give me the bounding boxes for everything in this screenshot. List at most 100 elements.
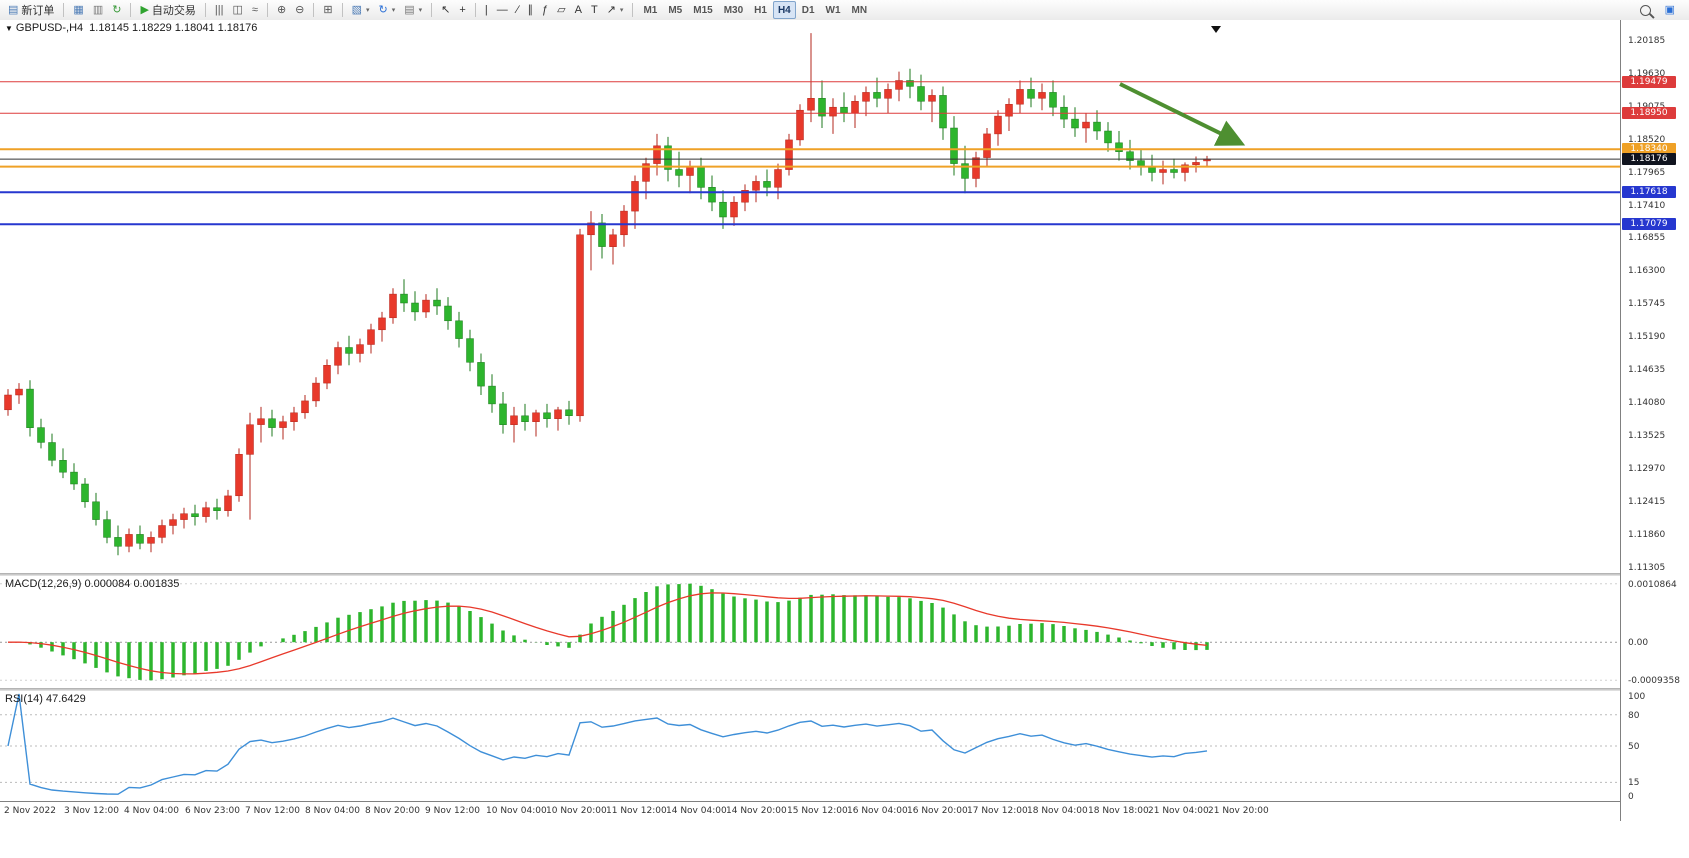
indicators-button[interactable]: ▤ ▾ [400, 1, 426, 20]
candlestick [1005, 104, 1013, 117]
market-watch-button[interactable]: ▦ [69, 1, 87, 20]
vertical-line-icon: | [484, 3, 488, 16]
toolbar-separator [63, 3, 65, 17]
candlestick [136, 534, 144, 544]
line-chart-button[interactable]: ≈ [248, 1, 262, 20]
candlestick [70, 471, 78, 485]
candlestick [400, 293, 408, 304]
candlestick [642, 163, 650, 182]
timeframe-button-d1[interactable]: D1 [801, 4, 815, 16]
candlestick [488, 385, 496, 405]
equidistant-channel-button[interactable]: ∥ [524, 1, 538, 20]
rsi-label: RSI(14) [5, 693, 43, 705]
chevron-down-icon: ▾ [418, 7, 423, 14]
new-chart-button[interactable]: ▧ ▾ [348, 1, 374, 20]
rsi-axis-label: 15 [1628, 778, 1640, 788]
candlestick [92, 501, 100, 520]
candlestick [961, 163, 969, 179]
timeframe-button-mn[interactable]: MN [851, 4, 868, 16]
price-axis-label: 1.12970 [1628, 464, 1666, 474]
vertical-line-button[interactable]: | [481, 1, 492, 20]
rsi-line [7, 693, 1208, 795]
main-chart-pane[interactable]: ▼ GBPUSD-,H4 1.18145 1.18229 1.18041 1.181… [0, 20, 1620, 573]
bar-chart-icon: ||| [214, 3, 224, 16]
macd-value-signal: 0.001835 [133, 578, 180, 590]
chart-menu-arrow-icon[interactable]: ▼ [5, 24, 13, 33]
candlestick [26, 388, 34, 428]
candlestick [1181, 164, 1189, 173]
candlestick [455, 320, 463, 339]
fibonacci-button[interactable]: ƒ [538, 1, 552, 20]
chevron-down-icon: ▾ [391, 7, 396, 14]
candlestick [202, 507, 210, 517]
arrows-button[interactable]: ↗ ▾ [603, 1, 628, 20]
data-window-icon: ▥ [92, 3, 104, 16]
rsi-pane[interactable]: RSI(14) 47.6429 [0, 691, 1620, 801]
candlestick [598, 222, 606, 247]
horizontal-line-icon: — [496, 3, 508, 16]
rsi-value: 47.6429 [45, 693, 86, 705]
toolbar-separator [341, 3, 343, 17]
price-axis-label: 1.11860 [1628, 530, 1666, 540]
tile-windows-icon: ⊞ [323, 3, 333, 16]
candlestick [785, 139, 793, 170]
candlestick [554, 409, 562, 419]
timeframe-button-m30[interactable]: M30 [723, 4, 744, 16]
community-button[interactable]: ▣ [1661, 1, 1679, 20]
time-axis-label: 15 Nov 12:00 [787, 806, 848, 816]
trendline-button[interactable]: ∕ [513, 1, 523, 20]
bar-chart-button[interactable]: ||| [211, 1, 228, 20]
current-price-badge: 1.18176 [1622, 153, 1676, 165]
timeframe-button-h1[interactable]: H1 [754, 4, 767, 16]
new-chart-icon: ▧ [351, 3, 362, 16]
new-order-button[interactable]: ▤ 新订单 [4, 1, 58, 20]
candlestick [510, 415, 518, 425]
zoom-in-button[interactable]: ⊕ [273, 1, 290, 20]
timeframe-button-m15[interactable]: M15 [693, 4, 713, 16]
candlestick [1049, 92, 1057, 108]
chart-shift-marker[interactable] [1211, 26, 1221, 33]
tile-windows-button[interactable]: ⊞ [319, 1, 336, 20]
time-axis[interactable]: 2 Nov 2022 3 Nov 12:00 4 Nov 04:00 6 Nov 23… [0, 801, 1689, 822]
toolbar-separator [204, 3, 206, 17]
text-label-button[interactable]: T [587, 1, 602, 20]
search-button[interactable] [1636, 1, 1655, 20]
horizontal-line-button[interactable]: — [493, 1, 512, 20]
candlestick [1159, 169, 1167, 173]
main-chart-svg [0, 26, 1620, 556]
crosshair-button[interactable]: + [455, 1, 469, 20]
pane-separator[interactable] [0, 573, 1689, 576]
shapes-button[interactable]: ▱ [553, 1, 569, 20]
profiles-button[interactable]: ↻ ▾ [375, 1, 400, 20]
autotrading-button[interactable]: ▶ 自动交易 [136, 1, 199, 20]
candlestick-chart-button[interactable]: ◫ [228, 1, 246, 20]
pane-separator[interactable] [0, 688, 1689, 691]
cursor-button[interactable]: ↖ [437, 1, 454, 20]
macd-pane[interactable]: MACD(12,26,9) 0.000084 0.001835 [0, 576, 1620, 688]
price-axis-label: 1.14635 [1628, 365, 1666, 375]
zoom-out-button[interactable]: ⊖ [291, 1, 308, 20]
trend-arrow-object[interactable] [1119, 82, 1246, 146]
price-axis[interactable]: 1.201851.196301.190751.185201.179651.174… [1620, 20, 1689, 821]
timeframe-button-m1[interactable]: M1 [643, 4, 658, 16]
autotrading-icon: ▶ [140, 3, 149, 16]
timeframe-button-w1[interactable]: W1 [825, 4, 841, 16]
time-axis-label: 14 Nov 20:00 [726, 806, 787, 816]
candlestick [609, 234, 617, 247]
time-axis-label: 3 Nov 12:00 [64, 806, 119, 816]
candlestick [543, 412, 551, 419]
candlestick [477, 362, 485, 387]
arrows-icon: ↗ [606, 3, 616, 16]
data-window-button[interactable]: ▥ [89, 1, 107, 20]
candlestick [807, 98, 815, 111]
candlestick [829, 106, 837, 117]
candlestick [15, 388, 23, 396]
price-axis-label: 1.17965 [1628, 168, 1666, 178]
time-axis-label: 17 Nov 12:00 [967, 806, 1028, 816]
navigator-button[interactable]: ↻ [108, 1, 125, 20]
text-button[interactable]: A [571, 1, 586, 20]
candlestick [114, 537, 122, 547]
timeframe-button-h4[interactable]: H4 [772, 1, 796, 19]
candlestick [378, 317, 386, 331]
timeframe-button-m5[interactable]: M5 [668, 4, 683, 16]
